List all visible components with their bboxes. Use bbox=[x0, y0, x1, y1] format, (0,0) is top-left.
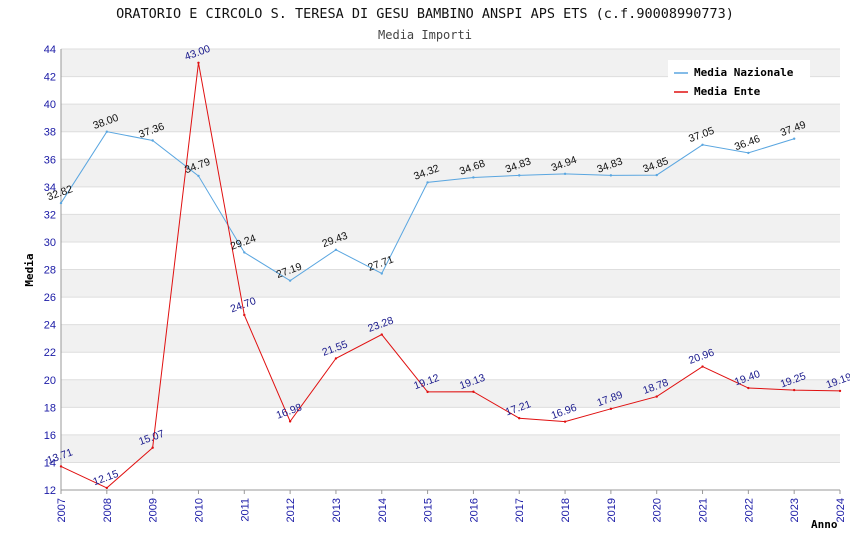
y-tick-label: 16 bbox=[44, 430, 56, 442]
x-tick-label: 2016 bbox=[468, 498, 480, 522]
data-point bbox=[609, 407, 613, 411]
y-tick-label: 32 bbox=[44, 209, 56, 221]
data-point bbox=[334, 248, 338, 251]
x-tick-label: 2019 bbox=[606, 498, 618, 522]
data-point bbox=[701, 143, 704, 146]
data-point bbox=[197, 61, 200, 64]
grid-band bbox=[61, 104, 840, 132]
x-tick-label: 2021 bbox=[698, 498, 710, 522]
legend-label-ente: Media Ente bbox=[694, 85, 761, 98]
x-tick-label: 2024 bbox=[835, 498, 847, 522]
y-tick-label: 14 bbox=[44, 457, 56, 469]
data-point bbox=[105, 486, 109, 490]
y-tick-label: 34 bbox=[44, 182, 56, 194]
x-axis-label: Anno bbox=[811, 518, 838, 531]
chart-title: ORATORIO E CIRCOLO S. TERESA DI GESU BAM… bbox=[116, 6, 734, 22]
data-point bbox=[380, 333, 383, 336]
data-point bbox=[701, 365, 704, 368]
series-lines bbox=[59, 61, 842, 490]
legend-label-nazionale: Media Nazionale bbox=[694, 66, 794, 79]
data-point bbox=[472, 176, 475, 179]
data-point bbox=[747, 386, 750, 390]
data-point bbox=[518, 416, 521, 420]
x-tick-label: 2022 bbox=[743, 498, 755, 522]
data-point bbox=[151, 446, 154, 449]
data-point bbox=[563, 420, 567, 423]
data-label: 12.15 bbox=[91, 468, 120, 488]
data-point bbox=[426, 181, 429, 184]
x-tick-label: 2018 bbox=[560, 498, 572, 522]
y-tick-label: 20 bbox=[44, 375, 56, 387]
data-point bbox=[59, 465, 63, 468]
x-tick-label: 2008 bbox=[102, 498, 114, 522]
x-tick-label: 2015 bbox=[423, 498, 435, 522]
data-label: 13.71 bbox=[46, 446, 75, 466]
data-point bbox=[655, 173, 658, 177]
x-tick-label: 2014 bbox=[377, 498, 389, 522]
y-tick-label: 12 bbox=[44, 485, 56, 497]
chart-subtitle: Media Importi bbox=[378, 28, 472, 42]
y-tick-label: 40 bbox=[44, 99, 56, 111]
y-axis-ticks: 12 14 16 18 20 22 24 26 28 30 32 34 36 38 40 42 44 bbox=[44, 44, 56, 497]
data-point bbox=[334, 357, 338, 360]
y-axis-label: Media bbox=[23, 253, 36, 286]
data-point bbox=[197, 174, 200, 178]
data-point bbox=[59, 201, 63, 205]
data-point bbox=[792, 137, 796, 140]
data-point bbox=[472, 390, 475, 393]
y-tick-label: 28 bbox=[44, 265, 56, 277]
grid-band bbox=[61, 324, 840, 353]
x-tick-label: 2007 bbox=[56, 498, 68, 522]
grid-band bbox=[61, 214, 840, 242]
y-tick-label: 42 bbox=[44, 72, 56, 84]
x-tick-label: 2017 bbox=[514, 498, 526, 522]
data-point bbox=[518, 174, 521, 177]
axes bbox=[60, 49, 840, 491]
data-point bbox=[380, 272, 383, 275]
data-point bbox=[563, 172, 567, 176]
x-tick-label: 2010 bbox=[193, 498, 205, 522]
data-point bbox=[288, 279, 292, 282]
series-line-nazionale bbox=[60, 131, 795, 282]
data-point bbox=[243, 251, 246, 254]
x-tick-label: 2013 bbox=[331, 498, 343, 522]
y-tick-label: 36 bbox=[44, 154, 56, 166]
data-point bbox=[288, 420, 292, 423]
legend-box bbox=[668, 60, 810, 102]
data-point bbox=[105, 130, 109, 133]
grid-band bbox=[61, 434, 840, 463]
data-point bbox=[151, 139, 154, 142]
data-point bbox=[243, 313, 246, 317]
y-tick-label: 38 bbox=[44, 127, 56, 139]
grid-band bbox=[61, 379, 840, 408]
data-point bbox=[747, 151, 750, 155]
grid-bands bbox=[61, 49, 840, 463]
y-tick-label: 30 bbox=[44, 237, 56, 249]
x-tick-label: 2023 bbox=[789, 498, 801, 522]
y-tick-label: 18 bbox=[44, 402, 56, 414]
data-point bbox=[838, 389, 842, 393]
y-tick-label: 26 bbox=[44, 292, 56, 304]
legend: Media Nazionale Media Ente bbox=[668, 60, 810, 102]
grid-band bbox=[61, 159, 840, 187]
y-tick-label: 22 bbox=[44, 347, 56, 359]
series-line-ente bbox=[60, 62, 841, 489]
x-tick-label: 2009 bbox=[148, 498, 160, 522]
data-point bbox=[655, 395, 658, 398]
x-axis-ticks: 2007 2008 2009 2010 2011 2012 2013 2014 2015 2016… bbox=[56, 490, 847, 522]
y-tick-label: 44 bbox=[44, 44, 56, 56]
data-point bbox=[426, 390, 429, 394]
x-tick-label: 2012 bbox=[285, 498, 297, 522]
grid-band bbox=[61, 269, 840, 298]
x-tick-label: 2011 bbox=[239, 498, 251, 522]
y-tick-label: 24 bbox=[44, 320, 56, 332]
data-point bbox=[792, 388, 796, 392]
x-tick-label: 2020 bbox=[652, 498, 664, 522]
data-point bbox=[609, 174, 613, 177]
